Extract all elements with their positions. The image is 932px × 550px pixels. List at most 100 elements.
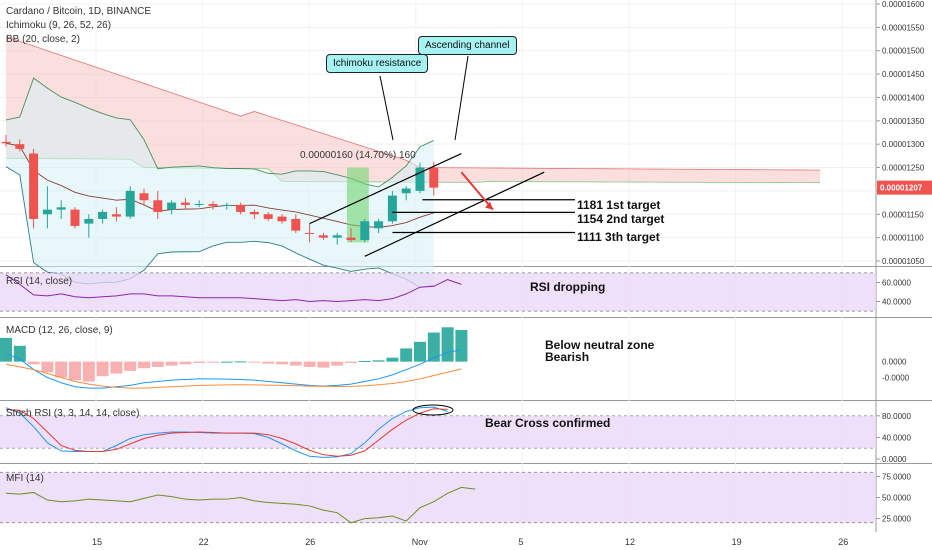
channel-upper-line (309, 152, 462, 225)
price-tick-label: 0.00001450 (882, 70, 925, 79)
bb-legend[interactable]: BB (20, close, 2) (6, 34, 80, 45)
macd-line (5, 349, 462, 389)
indicator-tick-label: 60.0000 (882, 278, 911, 287)
indicator-band (0, 415, 876, 449)
macd-histogram-bar (151, 361, 164, 367)
date-tick-label: 26 (838, 537, 848, 547)
macd-histogram-bar (303, 361, 316, 367)
macd-histogram-bar (262, 361, 275, 364)
candle-body (42, 209, 52, 215)
indicator-band (0, 472, 876, 523)
macd-histogram-bar (317, 361, 330, 368)
candle-body (318, 235, 328, 238)
price-tick-label: 0.00001300 (882, 140, 925, 149)
last-price-label: 0.00001207 (880, 184, 923, 193)
candle-body (1, 141, 11, 144)
macd-histogram-bar (386, 357, 399, 362)
indicator-tick-label: 25.0000 (882, 515, 911, 524)
ichimoku-resistance-callout: Ichimoku resistance (326, 54, 429, 73)
candle-body (222, 204, 232, 206)
macd-note-1: Below neutral zone (545, 338, 655, 352)
candle-body (401, 188, 411, 194)
macd-histogram-bar (207, 361, 219, 363)
channel-lower-line (364, 171, 545, 257)
date-tick-label: 26 (305, 537, 315, 547)
price-tick-label: 0.00001350 (882, 117, 925, 126)
price-tick-label: 0.00001600 (882, 0, 925, 9)
target-1-label: 1181 1st target (577, 198, 661, 212)
mfi-legend[interactable]: MFI (14) (6, 473, 44, 484)
macd-histogram-bar (110, 361, 123, 374)
macd-histogram-bar (41, 361, 54, 373)
price-tick-label: 0.00001050 (882, 257, 925, 266)
indicator-tick-label: 50.0000 (882, 494, 911, 503)
macd-histogram-bar (345, 361, 357, 363)
ichimoku-cloud (6, 36, 821, 183)
candle-body (374, 221, 384, 229)
candle-body (56, 207, 66, 210)
macd-histogram-bar (124, 361, 137, 371)
last-price-tag (877, 180, 932, 195)
indicator-tick-label: 75.0000 (882, 472, 911, 481)
rsi-legend[interactable]: RSI (14, close) (6, 276, 73, 287)
macd-histogram-bar (220, 361, 233, 363)
macd-histogram-bar (427, 332, 440, 362)
candle-body (15, 144, 25, 149)
bearish-arrow (460, 171, 494, 211)
date-tick-label: Nov (412, 537, 429, 547)
symbol-legend[interactable]: Cardano / Bitcoin, 1D, BINANCE (6, 6, 152, 17)
rsi-note: RSI dropping (530, 280, 606, 294)
macd-histogram-bar (276, 361, 288, 365)
macd-histogram-bar (372, 360, 385, 362)
macd-histogram-bar (55, 361, 68, 378)
stoch-note: Bear Cross confirmed (485, 416, 611, 430)
macd-histogram-bar (234, 361, 247, 363)
indicator-tick-label: 0.0000 (882, 455, 907, 464)
candle-body (263, 214, 273, 219)
candle-body (415, 167, 425, 191)
measure-label: 0.00000160 (14.70%) 160 (300, 150, 416, 161)
candle-body (360, 221, 370, 240)
candle-body (291, 218, 301, 231)
date-tick-label: 15 (92, 537, 102, 547)
indicator-tick-label: -0.0000 (882, 374, 910, 383)
macd-legend[interactable]: MACD (12, 26, close, 9) (6, 325, 113, 336)
macd-line (5, 363, 462, 389)
candle-body (98, 211, 108, 219)
macd-histogram-bar (248, 361, 261, 363)
macd-histogram-bar (400, 348, 413, 362)
bear-cross-ellipse (412, 404, 454, 416)
macd-histogram-bar (179, 361, 192, 365)
target-3-label: 1111 3th target (577, 230, 660, 244)
indicator-tick-label: 0.0000 (882, 358, 907, 367)
macd-histogram-bar (27, 361, 40, 365)
candle-body (180, 202, 190, 205)
callout-pointer (379, 75, 394, 141)
macd-histogram-bar (69, 361, 81, 381)
indicator-line (5, 274, 462, 303)
macd-histogram-bar (13, 345, 26, 362)
price-tick-label: 0.00001100 (882, 234, 924, 243)
candle-body (249, 211, 259, 215)
candle-body (139, 193, 149, 201)
ichimoku-legend[interactable]: Ichimoku (9, 26, 52, 26) (6, 20, 112, 31)
macd-histogram-bar (165, 361, 178, 366)
macd-note-2: Bearish (545, 350, 590, 364)
indicator-tick-label: 80.0000 (882, 412, 911, 421)
indicator-line (5, 408, 448, 457)
macd-histogram-bar (441, 327, 454, 362)
price-tick-label: 0.00001500 (882, 47, 925, 56)
date-tick-label: 12 (625, 537, 635, 547)
indicator-band (0, 272, 876, 312)
price-tick-label: 0.00001400 (882, 93, 925, 102)
date-tick-label: 19 (732, 537, 742, 547)
candle-body (346, 237, 356, 240)
candle-body (208, 203, 218, 206)
date-tick-label: 22 (199, 537, 209, 547)
macd-histogram-bar (331, 361, 344, 366)
date-tick-label: 5 (518, 537, 523, 547)
indicator-tick-label: 40.0000 (882, 433, 911, 442)
stoch-legend[interactable]: Stoch RSI (3, 3, 14, 14, close) (6, 408, 140, 419)
price-tick-label: 0.00001550 (882, 23, 925, 32)
